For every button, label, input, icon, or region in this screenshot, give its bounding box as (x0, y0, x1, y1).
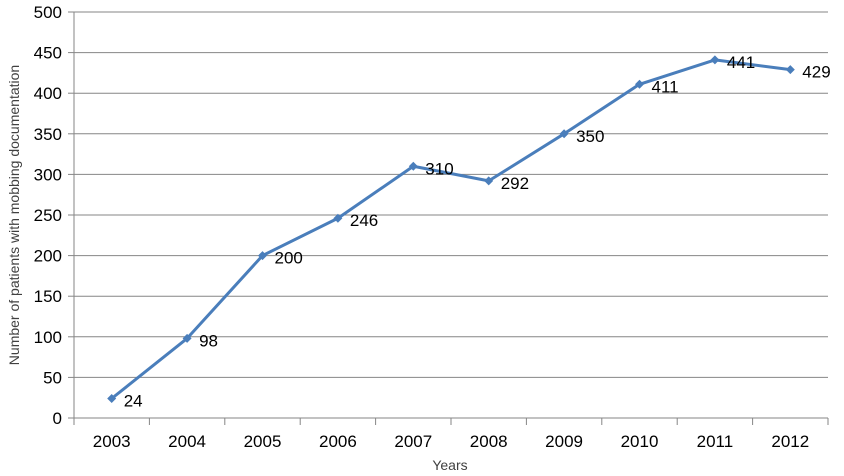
y-axis-title: Number of patients with mobbing document… (6, 65, 22, 365)
data-label: 310 (425, 159, 453, 178)
data-point-marker (484, 176, 494, 186)
axes (68, 11, 829, 425)
y-tick-label: 350 (34, 125, 62, 144)
y-tick-label: 300 (34, 165, 62, 184)
x-tick-label: 2004 (168, 432, 206, 451)
data-point-marker (258, 251, 267, 261)
series-line (110, 58, 791, 400)
data-point-marker (559, 129, 569, 139)
data-point-marker (408, 161, 418, 171)
x-tick-label: 2005 (244, 432, 282, 451)
data-labels: 24 98 200 246 310 292 350 411 441 429 (124, 53, 831, 411)
x-tick-label: 2010 (621, 432, 659, 451)
x-tick-label: 2009 (545, 432, 583, 451)
data-point-marker (182, 333, 192, 343)
data-label: 441 (727, 53, 755, 72)
x-axis-title: Years (432, 457, 467, 473)
data-label: 429 (802, 63, 830, 82)
data-label: 200 (275, 249, 303, 268)
data-point-marker (710, 55, 720, 65)
data-point-marker (333, 213, 343, 223)
y-tick-label: 250 (34, 206, 62, 225)
data-point-marker (785, 65, 795, 75)
data-label: 98 (199, 331, 218, 350)
data-label: 411 (652, 77, 679, 96)
y-tick-label: 400 (34, 84, 62, 103)
y-tick-labels: 0 50 100 150 200 250 300 350 400 450 500 (34, 3, 62, 428)
data-point-marker (635, 79, 644, 89)
x-tick-label: 2006 (319, 432, 357, 451)
gridlines (74, 11, 828, 378)
y-tick-label: 50 (43, 368, 62, 387)
x-tick-label: 2007 (394, 432, 432, 451)
data-label: 292 (501, 174, 529, 193)
x-tick-labels: 2003 2004 2005 2006 2007 2008 2009 2010 2011 2012 (93, 432, 809, 451)
data-series (107, 55, 795, 404)
x-tick-label: 2012 (771, 432, 809, 451)
data-label: 24 (124, 392, 143, 411)
y-tick-label: 500 (34, 3, 62, 22)
data-label: 350 (576, 127, 604, 146)
y-tick-label: 450 (34, 44, 62, 63)
y-tick-label: 100 (34, 328, 62, 347)
data-point-marker (107, 394, 117, 404)
y-tick-label: 200 (34, 247, 62, 266)
x-tick-label: 2011 (697, 432, 734, 451)
data-label: 246 (350, 211, 378, 230)
x-tick-label: 2008 (470, 432, 508, 451)
x-tick-label: 2003 (93, 432, 131, 451)
y-tick-label: 0 (53, 409, 62, 428)
y-tick-label: 150 (34, 287, 62, 306)
